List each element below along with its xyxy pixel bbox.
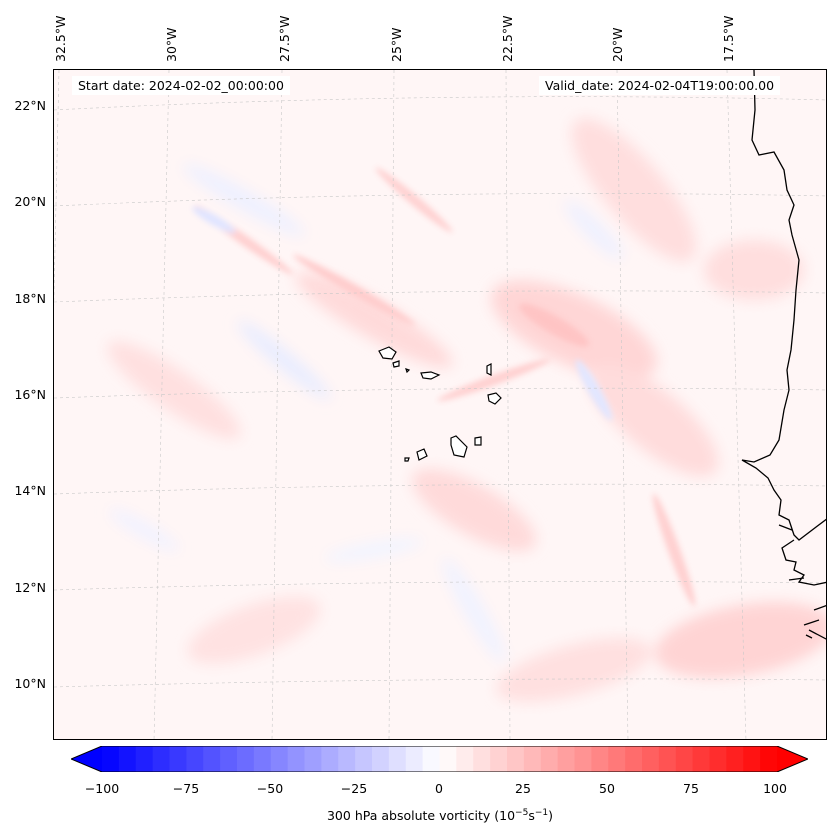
colorbar-cell: [692, 746, 710, 772]
africa-coastline: [741, 70, 826, 640]
colorbar-cell: [304, 746, 322, 772]
lat-label-14n: 14°N: [14, 483, 46, 498]
lon-label-20w: 20°W: [610, 27, 625, 62]
lon-label-30w: 30°W: [164, 27, 179, 62]
colorbar-cell: [574, 746, 592, 772]
colorbar-cell: [321, 746, 339, 772]
vorticity-map[interactable]: [53, 69, 827, 740]
colorbar-tick: 75: [683, 781, 699, 796]
colorbar-cell: [456, 746, 474, 772]
map-canvas: [54, 70, 826, 739]
colorbar-cell: [186, 746, 204, 772]
lat-label-20n: 20°N: [14, 194, 46, 209]
colorbar-cell: [642, 746, 660, 772]
colorbar-cell: [709, 746, 727, 772]
lat-label-10n: 10°N: [14, 676, 46, 691]
lon-label-32-5w: 32.5°W: [53, 15, 68, 62]
valid-date-label: Valid_date: 2024-02-04T19:00:00.00: [539, 76, 781, 95]
start-date-label: Start date: 2024-02-02_00:00:00: [72, 76, 290, 95]
colorbar: [71, 746, 808, 772]
colorbar-cell: [270, 746, 289, 772]
colorbar-cell: [726, 746, 744, 772]
colorbar-extend-min: [71, 746, 102, 772]
colorbar-cell: [743, 746, 761, 772]
lon-label-27-5w: 27.5°W: [277, 15, 292, 62]
lat-label-16n: 16°N: [14, 387, 46, 402]
colorbar-cell: [507, 746, 525, 772]
lat-label-22n: 22°N: [14, 98, 46, 113]
colorbar-cell: [540, 746, 559, 772]
colorbar-tick: 100: [763, 781, 787, 796]
colorbar-cell: [557, 746, 575, 772]
colorbar-cell: [388, 746, 407, 772]
colorbar-cell: [625, 746, 643, 772]
colorbar-cell: [490, 746, 508, 772]
lat-label-18n: 18°N: [14, 291, 46, 306]
cape-verde-islands: [378, 346, 502, 462]
lon-label-22-5w: 22.5°W: [500, 15, 515, 62]
colorbar-cell: [473, 746, 491, 772]
gridlines: [54, 70, 826, 739]
colorbar-cell: [422, 746, 440, 772]
colorbar-cell: [287, 746, 305, 772]
colorbar-cell: [203, 746, 221, 772]
colorbar-cell: [405, 746, 424, 772]
colorbar-cell: [253, 746, 272, 772]
colorbar-cell: [237, 746, 255, 772]
lat-label-12n: 12°N: [14, 580, 46, 595]
colorbar-cell: [372, 746, 390, 772]
colorbar-cell: [658, 746, 677, 772]
colorbar-cell: [338, 746, 356, 772]
vorticity-streaks: [192, 167, 696, 607]
colorbar-tick: −25: [340, 781, 368, 796]
vorticity-field: [107, 118, 826, 702]
colorbar-tick: −75: [172, 781, 200, 796]
lon-label-25w: 25°W: [389, 27, 404, 62]
colorbar-label: 300 hPa absolute vorticity (10−5s−1): [326, 808, 553, 824]
colorbar-cell: [135, 746, 154, 772]
lon-label-17-5w: 17.5°W: [721, 15, 736, 62]
colorbar-cell: [760, 746, 778, 772]
colorbar-cell: [102, 746, 120, 772]
colorbar-cell: [439, 746, 457, 772]
colorbar-cell: [591, 746, 609, 772]
colorbar-cell: [608, 746, 626, 772]
colorbar-tick: 25: [515, 781, 531, 796]
colorbar-tick: −100: [84, 781, 120, 796]
colorbar-tick: 50: [599, 781, 615, 796]
colorbar-extend-max: [777, 746, 808, 772]
colorbar-cell: [355, 746, 373, 772]
colorbar-cell: [118, 746, 137, 772]
colorbar-cell: [675, 746, 694, 772]
colorbar-tick: −50: [256, 781, 284, 796]
colorbar-cell: [169, 746, 187, 772]
colorbar-cell: [523, 746, 542, 772]
colorbar-cell: [220, 746, 238, 772]
colorbar-tick: 0: [435, 781, 443, 796]
colorbar-cell: [152, 746, 170, 772]
